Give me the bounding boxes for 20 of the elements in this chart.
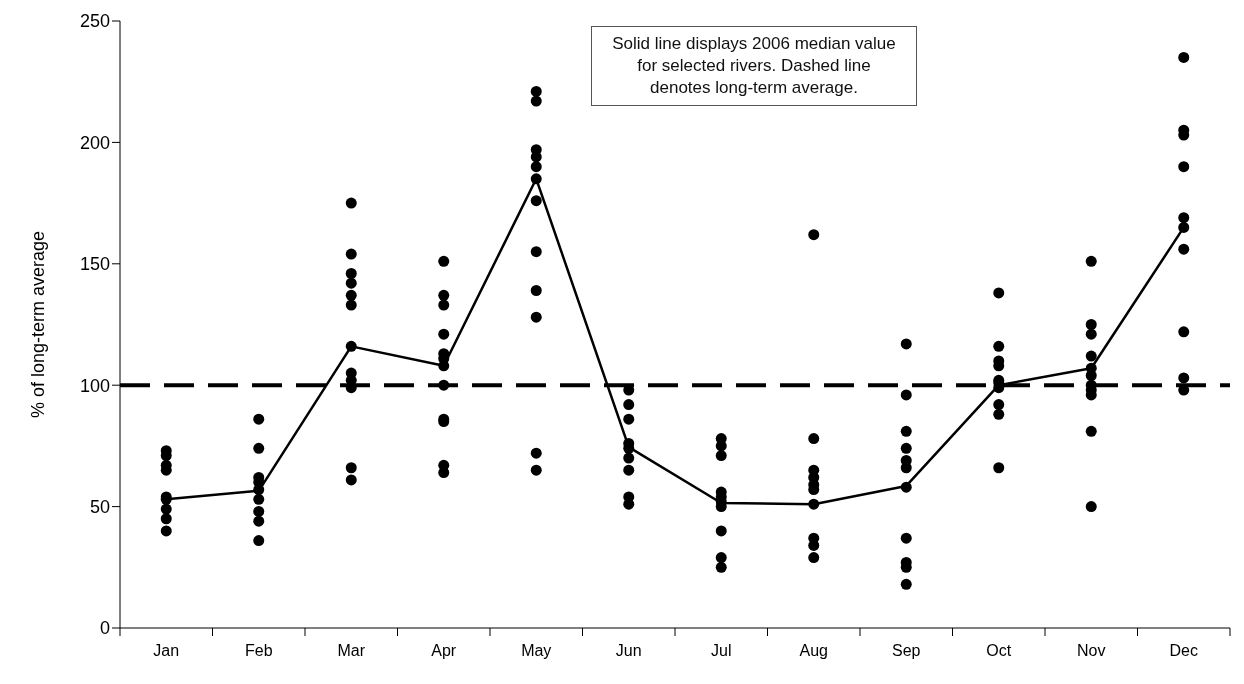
x-tick-label: Sep bbox=[892, 642, 921, 659]
x-tick-label: Jan bbox=[153, 642, 180, 659]
annotation: Solid line displays 2006 median value for selected rivers. Dashed line denotes long-term average. bbox=[591, 26, 917, 106]
y-tick-label: 50 bbox=[89, 496, 110, 517]
x-tick-label: Apr bbox=[431, 642, 457, 659]
x-tick-label: Dec bbox=[1169, 642, 1198, 659]
x-tick-label: Nov bbox=[1077, 642, 1106, 659]
y-tick-label: 200 bbox=[79, 132, 110, 153]
x-tick-label: Aug bbox=[799, 642, 828, 659]
x-tick-label: Mar bbox=[337, 642, 366, 659]
y-tick-label: 100 bbox=[79, 375, 110, 396]
x-tick-label: Feb bbox=[244, 642, 273, 659]
x-tick-label: Jul bbox=[711, 642, 732, 659]
x-tick-label: May bbox=[521, 642, 552, 659]
x-tick-label: Oct bbox=[986, 642, 1012, 659]
y-tick-label: 150 bbox=[79, 254, 110, 275]
y-tick-label: 0 bbox=[99, 618, 110, 639]
x-tick-label: Jun bbox=[615, 642, 642, 659]
y-tick-label: 250 bbox=[79, 11, 110, 32]
y-axis-title: % of long-term average bbox=[28, 230, 49, 419]
